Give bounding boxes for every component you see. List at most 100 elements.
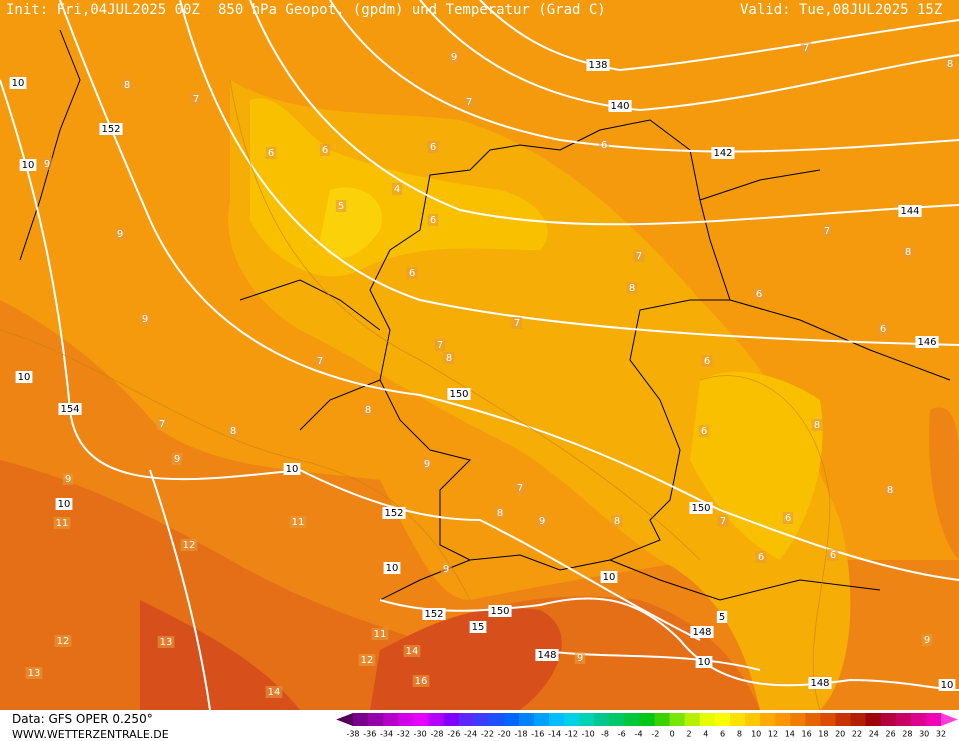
temperature-label: 7 xyxy=(824,226,830,237)
legend-label: -10 xyxy=(582,730,595,739)
label-box xyxy=(371,628,389,640)
label-box xyxy=(598,139,610,151)
label-box xyxy=(422,608,446,620)
legend-label: -16 xyxy=(531,730,544,739)
isotherms xyxy=(0,79,831,711)
legend-label: -32 xyxy=(397,730,410,739)
temperature-label: 9 xyxy=(577,653,583,664)
label-box xyxy=(586,59,610,71)
label-box xyxy=(701,355,713,367)
legend-swatch xyxy=(428,713,444,726)
legend-swatch xyxy=(594,713,610,726)
legend-label: -30 xyxy=(414,730,427,739)
legend-label: 2 xyxy=(686,730,691,739)
legend-label: -20 xyxy=(498,730,511,739)
temperature-label: 13 xyxy=(28,668,41,679)
temperature-label: 14 xyxy=(406,646,419,657)
label-box xyxy=(362,404,374,416)
label-box xyxy=(463,96,475,108)
geopotential-label: 10 xyxy=(698,657,711,668)
temperature-label: 6 xyxy=(430,215,436,226)
label-box xyxy=(717,515,729,527)
label-box xyxy=(412,675,430,687)
geopotential-label: 10 xyxy=(18,372,31,383)
temperature-label: 11 xyxy=(56,518,69,529)
legend-label: 10 xyxy=(751,730,761,739)
temperature-label: 5 xyxy=(338,201,344,212)
valid-time: Valid: Tue,08JUL2025 15Z xyxy=(740,2,942,18)
label-box xyxy=(574,652,586,664)
legend-swatch xyxy=(413,713,429,726)
label-box xyxy=(180,539,198,551)
temperature-label: 7 xyxy=(636,251,642,262)
site-name: WWW.WETTERZENTRALE.DE xyxy=(12,728,169,741)
temperature-label: 13 xyxy=(160,637,173,648)
label-box xyxy=(54,635,72,647)
legend-swatch xyxy=(383,713,399,726)
label-box xyxy=(808,677,832,689)
legend-label: 24 xyxy=(869,730,879,739)
temperature-label: 9 xyxy=(65,474,71,485)
borders xyxy=(19,29,951,601)
legend-label: 28 xyxy=(902,730,912,739)
label-box xyxy=(698,425,710,437)
legend-swatch xyxy=(503,713,520,726)
temperature-label: 7 xyxy=(466,97,472,108)
label-box xyxy=(443,352,455,364)
temperature-label: 8 xyxy=(230,426,236,437)
legend-swatch xyxy=(714,713,731,726)
label-box xyxy=(283,463,301,475)
legend-label: 12 xyxy=(768,730,778,739)
label-box xyxy=(689,502,713,514)
legend-label: -24 xyxy=(464,730,477,739)
geopotential-label: 10 xyxy=(941,680,954,691)
label-box xyxy=(898,205,922,217)
legend-swatch xyxy=(699,713,716,726)
label-box xyxy=(25,667,43,679)
label-box xyxy=(156,418,168,430)
temperature-label: 12 xyxy=(183,540,196,551)
label-box xyxy=(15,371,33,383)
data-source: Data: GFS OPER 0.250° xyxy=(12,712,153,726)
legend-swatch xyxy=(368,713,384,726)
legend-swatch xyxy=(805,713,821,726)
legend-label: -14 xyxy=(548,730,561,739)
temperature-label: 11 xyxy=(292,517,305,528)
geopotential-label: 150 xyxy=(691,503,710,514)
temperature-label: 9 xyxy=(44,159,50,170)
legend-swatch xyxy=(835,713,852,726)
temperature-label: 8 xyxy=(614,516,620,527)
temp-zone xyxy=(140,600,562,710)
temperature-label: 7 xyxy=(803,43,809,54)
label-box xyxy=(440,563,452,575)
legend-label: -36 xyxy=(363,730,376,739)
temperature-label: 6 xyxy=(785,513,791,524)
temperature-label: 11 xyxy=(374,629,387,640)
legend-label: 4 xyxy=(703,730,708,739)
temperature-label: 6 xyxy=(758,552,764,563)
legend-swatch xyxy=(624,713,640,726)
label-box xyxy=(447,388,471,400)
geopotential-label: 154 xyxy=(60,404,79,415)
color-legend: -38 -36 -34 -32 -30 -28 -26 -24 -22 -20 -18 -16 -14-… xyxy=(336,713,958,739)
geopotential-label: 148 xyxy=(810,678,829,689)
label-box xyxy=(99,123,123,135)
geopotential-label: 144 xyxy=(900,206,919,217)
label-box xyxy=(877,323,889,335)
init-time: Init: Fri,04JUL2025 00Z xyxy=(6,2,200,18)
geopotential-label: 142 xyxy=(713,148,732,159)
legend-label: -28 xyxy=(430,730,443,739)
legend-label: 20 xyxy=(835,730,845,739)
label-box xyxy=(265,686,283,698)
label-box xyxy=(800,42,812,54)
temperature-label: 14 xyxy=(268,687,281,698)
legend-swatch xyxy=(473,713,490,726)
label-box xyxy=(114,228,126,240)
temperature-label: 16 xyxy=(415,676,428,687)
geopotential-label: 148 xyxy=(692,627,711,638)
temperature-label: 9 xyxy=(142,314,148,325)
legend-swatch xyxy=(729,713,746,726)
label-box xyxy=(600,571,618,583)
legend-swatch xyxy=(654,713,671,726)
